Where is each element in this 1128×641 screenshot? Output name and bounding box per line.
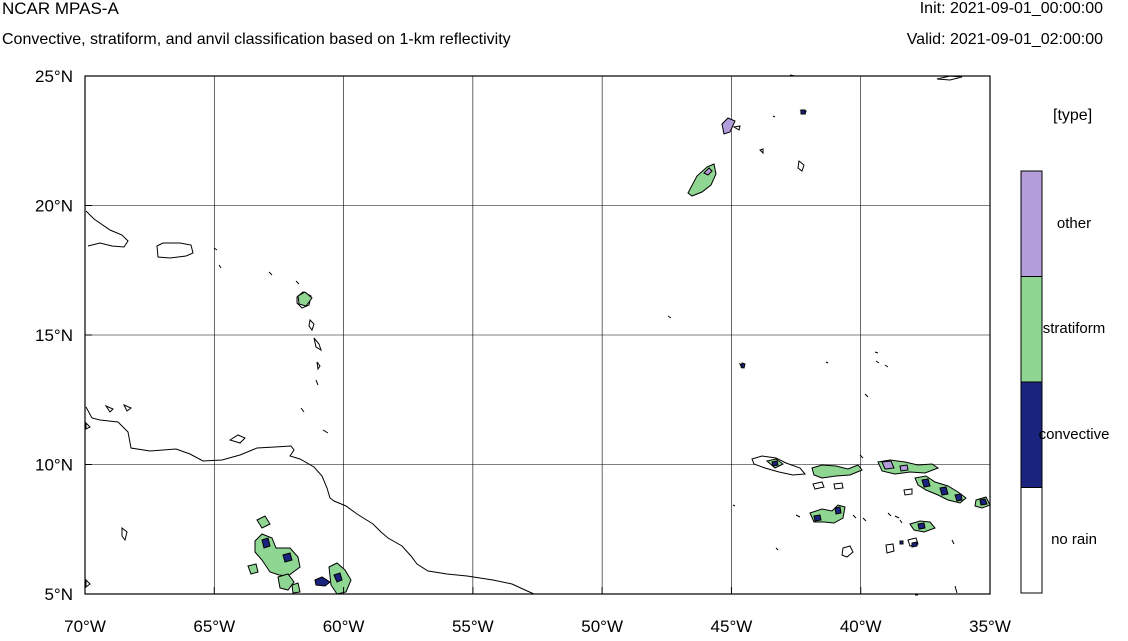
precip-cell xyxy=(813,506,842,522)
legend-label: convective xyxy=(1038,425,1110,443)
precip-cell xyxy=(314,576,331,587)
valid-time: Valid: 2021-09-01_02:00:00 xyxy=(906,31,1103,48)
coastline-st-vincent xyxy=(316,361,321,371)
coastline-small-islands xyxy=(85,247,300,588)
axis-ticks: 70°W 65°W 60°W 55°W 50°W 45°W 40°W 35°W 5°N 10°N 1… xyxy=(35,67,1011,636)
precip-cell xyxy=(333,572,343,583)
map-subtitle: Convective, stratiform, and anvil classi… xyxy=(2,31,511,48)
coastline-dominica xyxy=(296,291,312,309)
precip-cell xyxy=(277,573,295,591)
tick-label-lon: 40°W xyxy=(840,617,882,636)
precip-cell xyxy=(979,498,988,506)
coastline-puerto-rico xyxy=(156,242,194,259)
tick-label-lat: 25°N xyxy=(35,67,73,86)
precip-cell xyxy=(297,291,313,307)
coastline-trinidad xyxy=(228,434,246,444)
coastline-st-lucia xyxy=(313,337,322,352)
tick-label-lon: 35°W xyxy=(969,617,1011,636)
tick-label-lon: 50°W xyxy=(581,617,623,636)
precip-cell xyxy=(740,109,918,548)
precip-cell xyxy=(721,117,736,135)
precip-cell xyxy=(771,460,779,467)
precip-cell xyxy=(732,454,958,596)
precip-cells xyxy=(247,109,991,596)
coastline-grenada xyxy=(300,379,329,434)
map-title: NCAR MPAS-A xyxy=(2,0,119,18)
precip-cell xyxy=(261,537,293,563)
tick-label-lon: 60°W xyxy=(323,617,365,636)
precip-cell xyxy=(877,459,940,475)
coastline-margarita xyxy=(104,404,132,413)
coastline-hispaniola xyxy=(85,210,129,248)
coastline-martinique xyxy=(308,318,315,332)
precip-cell xyxy=(703,167,713,176)
legend-label: stratiform xyxy=(1042,320,1106,338)
precip-cell xyxy=(256,515,271,529)
legend-label: no rain xyxy=(1051,531,1097,549)
init-time: Init: 2021-09-01_00:00:00 xyxy=(919,0,1103,17)
coastline-south-america xyxy=(85,406,535,595)
precip-cell xyxy=(811,464,863,479)
tick-label-lon: 45°W xyxy=(711,617,753,636)
tick-label-lon: 65°W xyxy=(193,617,235,636)
precip-cell xyxy=(917,522,926,530)
legend-label: other xyxy=(1056,214,1092,232)
tick-label-lat: 20°N xyxy=(35,197,73,216)
precip-cell xyxy=(247,563,259,575)
precip-cell xyxy=(881,460,909,472)
legend-swatch xyxy=(1020,487,1043,594)
precip-cell xyxy=(921,478,963,502)
tick-label-lat: 5°N xyxy=(44,585,73,604)
tick-label-lat: 10°N xyxy=(35,456,73,475)
tick-label-lon: 55°W xyxy=(452,617,494,636)
tick-label-lon: 70°W xyxy=(64,617,106,636)
legend-title: [type] xyxy=(1053,107,1093,124)
precip-cell xyxy=(291,582,301,594)
tick-label-lat: 15°N xyxy=(35,326,73,345)
